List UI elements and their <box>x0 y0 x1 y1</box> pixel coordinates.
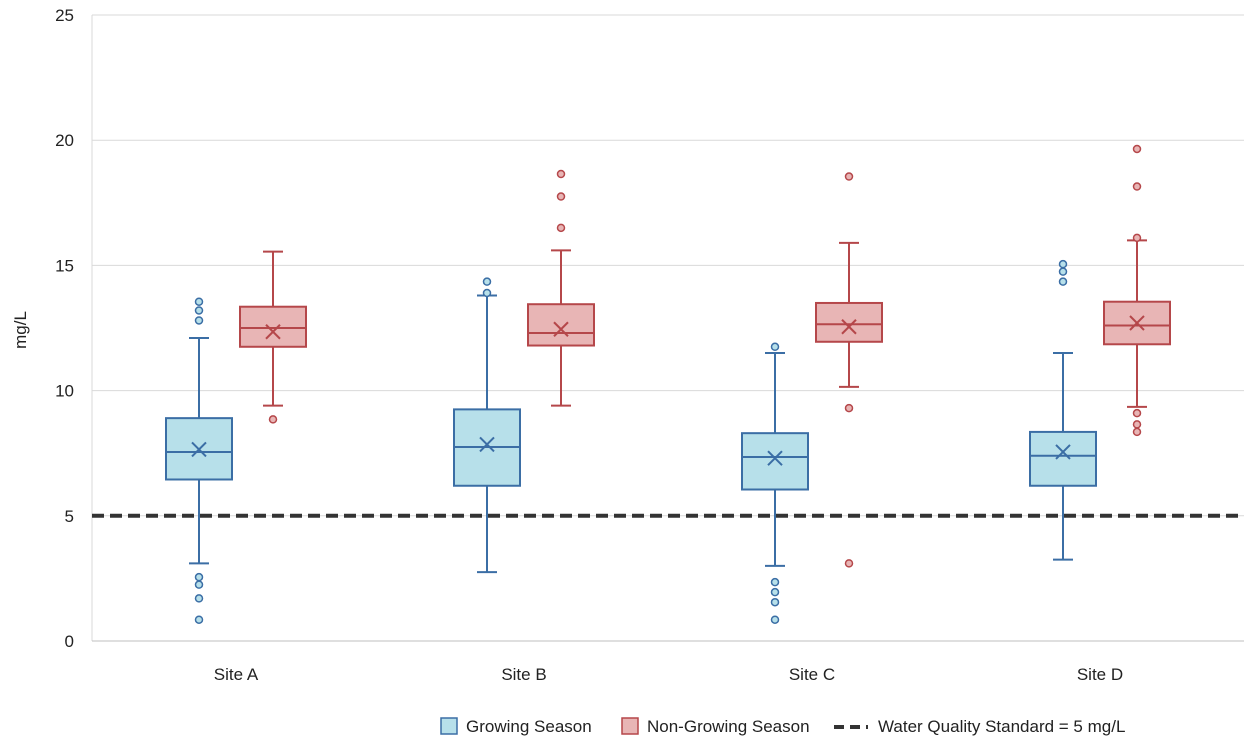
box-growing-season-site-b <box>453 277 521 574</box>
x-tick-label: Site A <box>214 665 259 684</box>
box-non-growing-season-site-a <box>239 250 307 424</box>
y-axis-title: mg/L <box>11 311 30 349</box>
mean-marker <box>1055 444 1071 460</box>
mean-marker <box>841 319 857 335</box>
y-tick-label: 25 <box>55 6 74 25</box>
y-tick-label: 15 <box>55 256 74 275</box>
y-tick-label: 5 <box>65 507 74 526</box>
iqr-box <box>1029 430 1097 487</box>
outlier-point <box>1132 182 1142 191</box>
outlier-point <box>268 415 278 424</box>
outlier-point <box>194 316 204 325</box>
outlier-point <box>194 306 204 315</box>
outlier-point <box>1132 144 1142 154</box>
legend-label-non-growing-season: Non-Growing Season <box>647 717 810 736</box>
mean-marker <box>479 436 495 453</box>
x-tick-labels: Site A Site B Site C Site D <box>214 665 1123 684</box>
outlier-point <box>194 580 204 589</box>
outlier-point <box>556 223 566 233</box>
y-tick-label: 0 <box>65 632 74 651</box>
outlier-point <box>1132 408 1142 418</box>
mean-marker <box>553 321 569 337</box>
outlier-point <box>770 577 780 587</box>
legend-label-growing-season: Growing Season <box>466 717 592 736</box>
outlier-point <box>194 615 204 624</box>
mean-marker <box>1129 315 1145 331</box>
mean-marker <box>191 441 207 458</box>
mean-marker <box>265 324 281 340</box>
box-non-growing-season-site-d <box>1103 144 1171 437</box>
x-tick-label: Site B <box>501 665 546 684</box>
outlier-point <box>1132 233 1142 243</box>
box-growing-season-site-d <box>1029 259 1097 561</box>
outlier-point <box>1058 259 1068 269</box>
outlier-point <box>194 594 204 603</box>
outlier-point <box>770 597 780 607</box>
legend-swatch-non-growing-season <box>621 717 639 735</box>
box-non-growing-season-site-c <box>815 172 883 568</box>
outlier-point <box>1058 277 1068 286</box>
outlier-point <box>1132 420 1142 429</box>
iqr-box <box>815 301 883 343</box>
box-growing-season-site-a <box>165 297 233 624</box>
x-tick-label: Site D <box>1077 665 1123 684</box>
outlier-point <box>844 172 854 181</box>
outlier-point <box>556 192 566 201</box>
outlier-point <box>556 169 566 179</box>
outlier-point <box>770 587 780 597</box>
outlier-point <box>844 403 854 413</box>
outlier-point <box>194 572 204 582</box>
outlier-point <box>1132 427 1142 437</box>
outlier-point <box>844 559 854 568</box>
outlier-point <box>1058 267 1068 276</box>
boxes <box>165 144 1171 624</box>
legend: Growing Season Non-Growing Season Water … <box>440 717 1125 736</box>
legend-swatch-growing-season <box>440 717 458 735</box>
outlier-point <box>482 288 492 298</box>
y-tick-label: 10 <box>55 382 74 401</box>
outlier-point <box>194 297 204 306</box>
iqr-box <box>527 303 595 347</box>
y-tick-label: 20 <box>55 131 74 150</box>
mean-marker <box>767 450 783 466</box>
box-growing-season-site-c <box>741 342 809 624</box>
iqr-box <box>741 432 809 491</box>
iqr-box <box>239 305 307 348</box>
legend-label-reference-line: Water Quality Standard = 5 mg/L <box>878 717 1125 736</box>
outlier-point <box>770 342 780 352</box>
box-non-growing-season-site-b <box>527 169 595 407</box>
axes: 0 5 10 15 20 25 <box>55 6 1244 651</box>
outlier-point <box>482 277 492 286</box>
outlier-point <box>770 615 780 624</box>
x-tick-label: Site C <box>789 665 835 684</box>
